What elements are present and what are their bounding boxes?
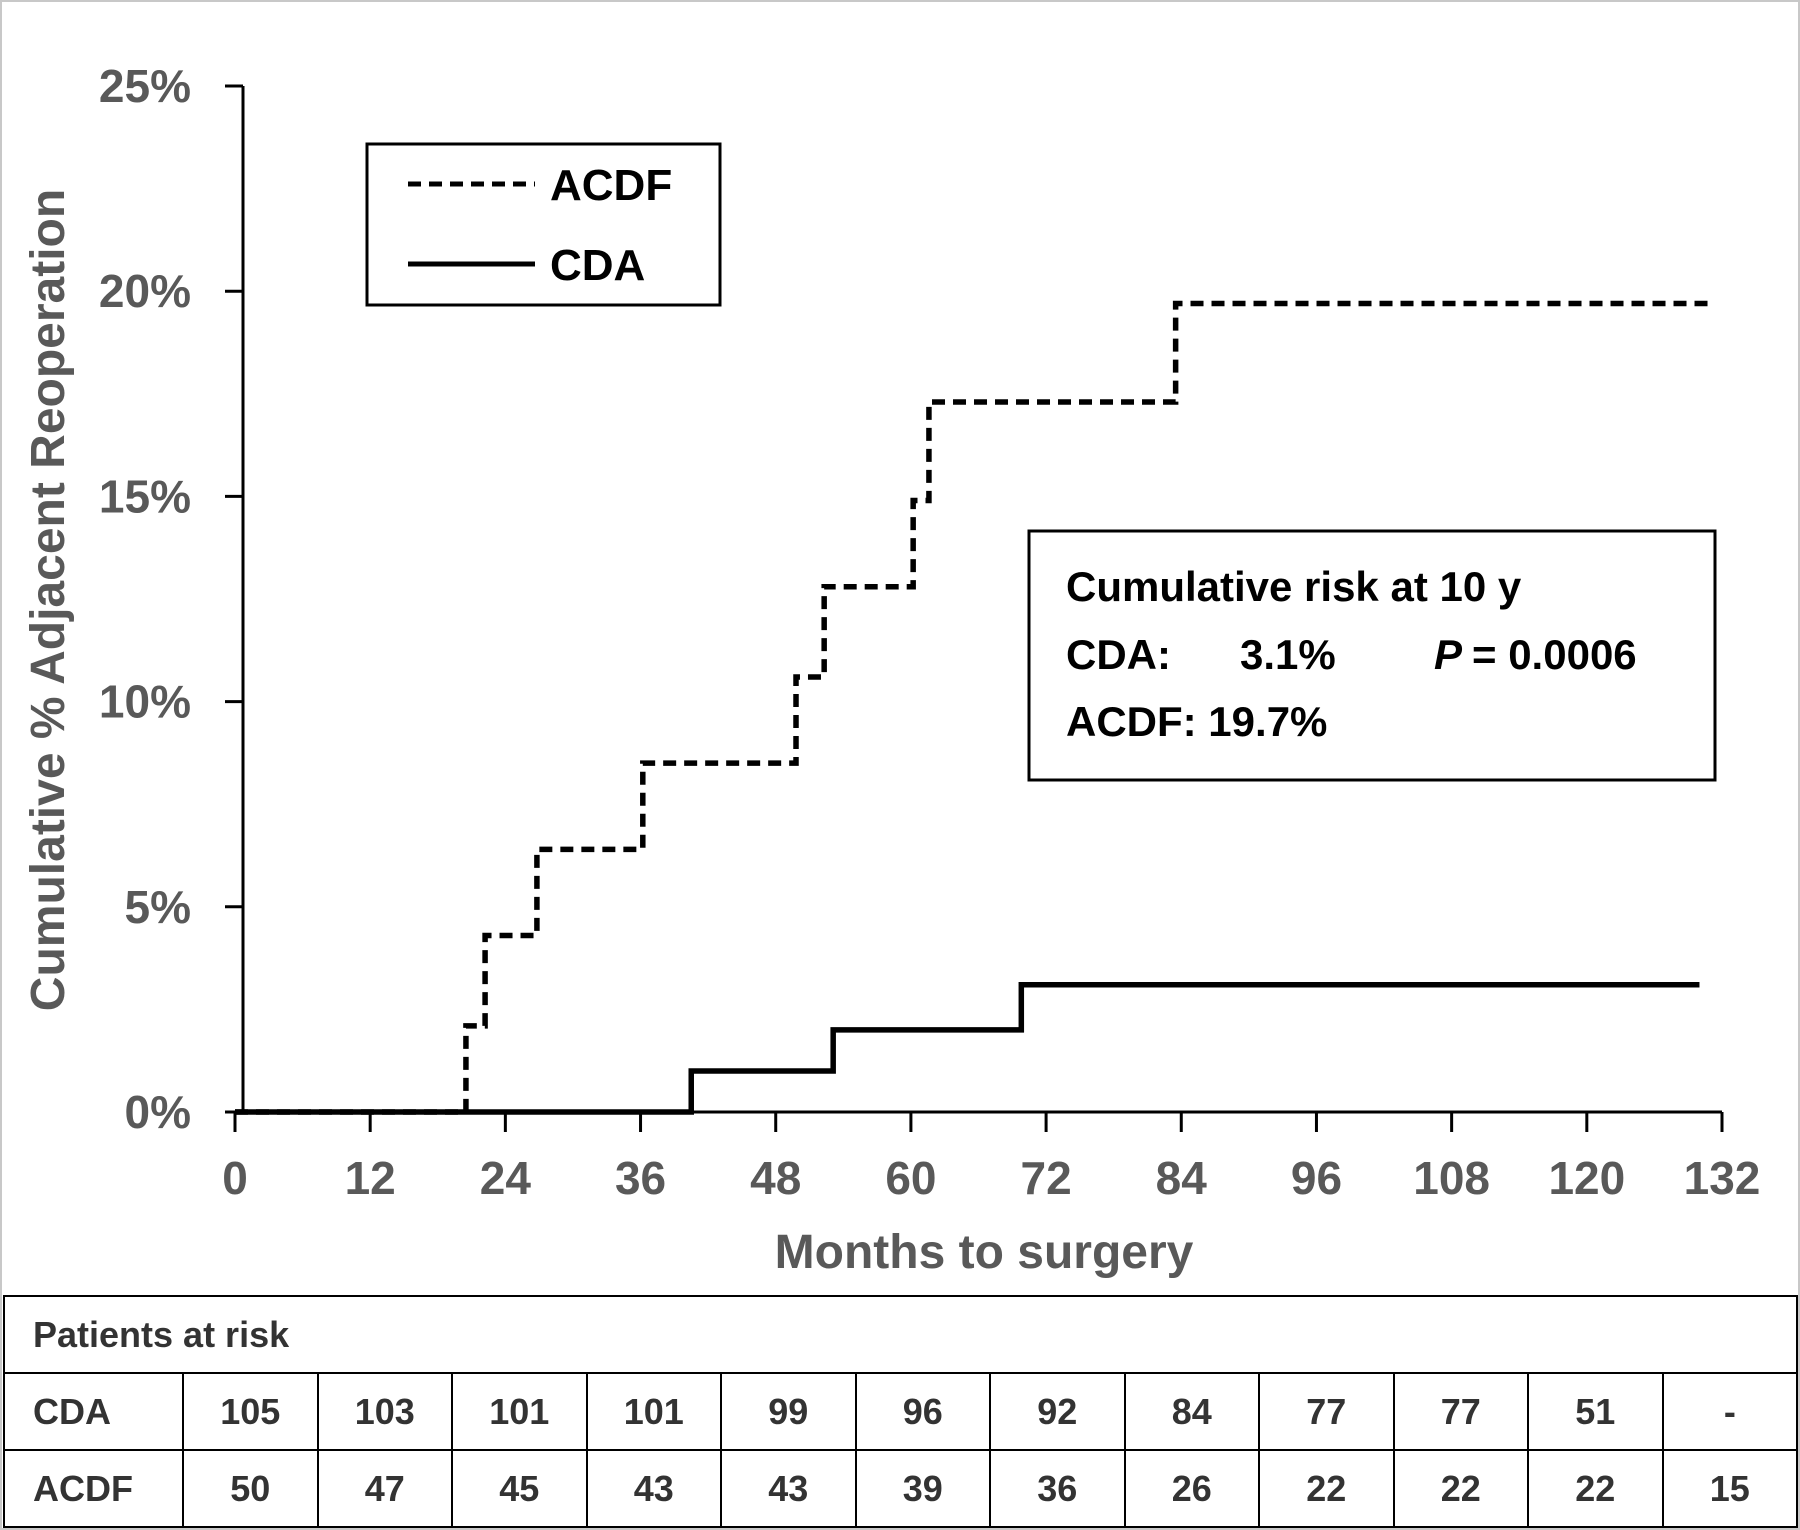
x-axis-title: Months to surgery	[775, 1226, 1194, 1279]
y-axis-title: Cumulative % Adjacent Reoperation	[22, 189, 75, 1011]
annotation-p-value: = 0.0006	[1472, 631, 1637, 678]
risk-cell: 92	[989, 1372, 1126, 1451]
risk-cell: 43	[585, 1449, 722, 1528]
risk-cell: 105	[182, 1372, 319, 1451]
risk-cell: 39	[854, 1449, 991, 1528]
risk-cell: 101	[451, 1372, 588, 1451]
legend: ACDF CDA	[365, 142, 722, 307]
x-tick-label: 132	[1684, 1152, 1761, 1204]
risk-cell: 43	[720, 1449, 857, 1528]
annotation-title: Cumulative risk at 10 y	[1066, 563, 1522, 610]
risk-annotation: Cumulative risk at 10 y CDA: 3.1% P = 0.…	[1027, 529, 1717, 782]
risk-row-label: ACDF	[3, 1449, 184, 1528]
risk-cell: 26	[1123, 1449, 1260, 1528]
y-axis-ticks: 0% 5% 10% 15% 20% 25%	[99, 60, 243, 1138]
x-tick-label: 96	[1291, 1152, 1342, 1204]
legend-label-cda: CDA	[550, 241, 645, 290]
risk-cell: 84	[1123, 1372, 1260, 1451]
risk-cell: 22	[1392, 1449, 1529, 1528]
annotation-acdf: ACDF: 19.7%	[1066, 698, 1327, 745]
x-tick-label: 108	[1413, 1152, 1490, 1204]
y-tick-label: 0%	[125, 1086, 191, 1138]
legend-box	[365, 142, 722, 307]
y-tick-label: 5%	[125, 881, 191, 933]
y-tick-label: 15%	[99, 470, 191, 522]
x-tick-label: 72	[1021, 1152, 1072, 1204]
risk-cell: 36	[989, 1449, 1126, 1528]
series-layer	[235, 300, 1711, 1115]
risk-table-body: Patients at risk CDA 105 103 101 101 99 96 92 84…	[2, 1295, 1799, 1528]
annotation-cda-value: 3.1%	[1240, 631, 1336, 678]
patients-at-risk-table: Patients at risk CDA 105 103 101 101 99 96 92 84…	[2, 1295, 1799, 1528]
risk-row-label: CDA	[3, 1372, 184, 1451]
legend-label-acdf: ACDF	[550, 161, 672, 210]
annotation-box	[1027, 529, 1717, 782]
risk-row-acdf: ACDF 50 47 45 43 43 39 36 26 22 22 22 15	[3, 1449, 1799, 1528]
risk-cell: 22	[1527, 1449, 1664, 1528]
risk-cell: 47	[316, 1449, 453, 1528]
risk-cell: 101	[585, 1372, 722, 1451]
risk-row-cda: CDA 105 103 101 101 99 96 92 84 77 77 51-	[3, 1372, 1799, 1451]
x-tick-label: 48	[750, 1152, 801, 1204]
risk-cell: 50	[182, 1449, 319, 1528]
x-axis-ticks: 0 12 24 36 48 60 72 84 96 108 120 132	[222, 1112, 1760, 1204]
y-tick-label: 20%	[99, 265, 191, 317]
risk-cell: 51	[1527, 1372, 1664, 1451]
risk-cell: 45	[451, 1449, 588, 1528]
x-tick-label: 120	[1548, 1152, 1625, 1204]
risk-table-title: Patients at risk	[2, 1295, 1799, 1374]
y-tick-label: 25%	[99, 60, 191, 112]
risk-cell: 99	[720, 1372, 857, 1451]
x-tick-label: 12	[345, 1152, 396, 1204]
y-tick-label: 10%	[99, 676, 191, 728]
x-tick-label: 24	[480, 1152, 532, 1204]
annotation-cda-label: CDA:	[1066, 631, 1171, 678]
risk-cell: 15	[1661, 1449, 1799, 1528]
risk-cell: 77	[1258, 1372, 1395, 1451]
x-tick-label: 60	[885, 1152, 936, 1204]
series-line-acdf	[235, 300, 1711, 1115]
risk-cell: 77	[1392, 1372, 1529, 1451]
risk-cell: 22	[1258, 1449, 1395, 1528]
x-tick-label: 0	[222, 1152, 248, 1204]
series-line-cda	[235, 982, 1700, 1115]
risk-cell: 96	[854, 1372, 991, 1451]
risk-cell: 103	[316, 1372, 453, 1451]
x-tick-label: 36	[615, 1152, 666, 1204]
km-chart: 0% 5% 10% 15% 20% 25% 0 12 24 36 48 60 72 84 96 108 120…	[22, 60, 1760, 1279]
annotation-p-label: P	[1434, 631, 1463, 678]
x-tick-label: 84	[1156, 1152, 1208, 1204]
risk-table-header-row: Patients at risk	[2, 1295, 1799, 1374]
risk-cell: -	[1661, 1372, 1799, 1451]
